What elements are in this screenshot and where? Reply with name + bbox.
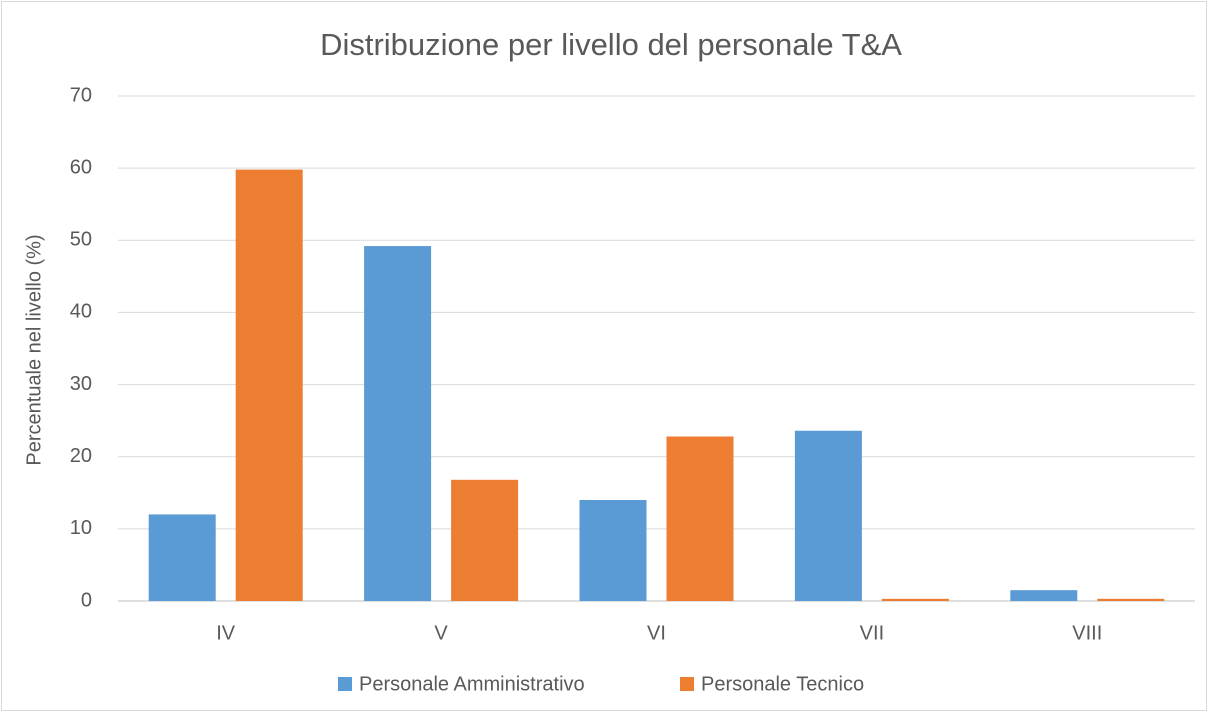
y-tick-label: 30 [70, 373, 92, 395]
bar [148, 514, 216, 601]
legend-swatch [338, 677, 352, 691]
legend-swatch [680, 677, 694, 691]
bar [1097, 598, 1165, 601]
bar [1010, 590, 1078, 601]
x-tick-label: VII [860, 622, 884, 644]
bar [364, 246, 432, 602]
legend-label: Personale Amministrativo [359, 673, 585, 695]
y-tick-label: 50 [70, 229, 92, 251]
y-tick-label: 70 [70, 84, 92, 106]
y-tick-label: 20 [70, 445, 92, 467]
y-tick-label: 10 [70, 517, 92, 539]
bar [451, 479, 519, 601]
y-tick-label: 0 [81, 589, 92, 611]
x-tick-label: IV [216, 622, 236, 644]
bar [235, 169, 303, 602]
y-axis-label: Percentuale nel livello (%) [23, 234, 45, 465]
legend-label: Personale Tecnico [701, 673, 864, 695]
bar [794, 430, 862, 601]
x-tick-label: V [434, 622, 448, 644]
y-tick-label: 40 [70, 301, 92, 323]
chart-title: Distribuzione per livello del personale … [320, 27, 902, 62]
x-tick-label: VIII [1072, 622, 1102, 644]
bar [666, 436, 734, 601]
bar [881, 598, 949, 601]
x-tick-label: VI [647, 622, 666, 644]
bar [579, 500, 647, 601]
y-tick-label: 60 [70, 156, 92, 178]
